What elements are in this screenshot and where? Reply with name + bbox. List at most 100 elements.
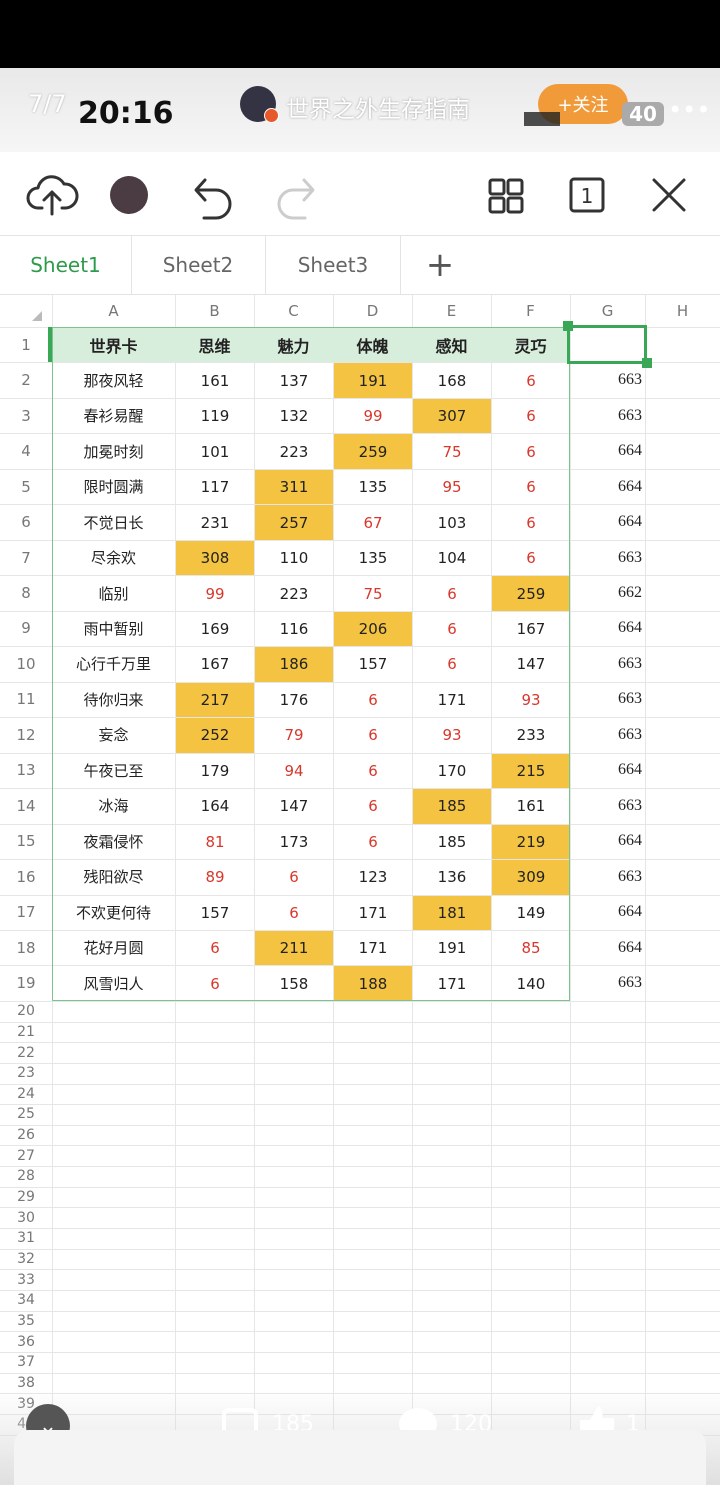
value-cell: 110 xyxy=(279,549,309,568)
value-cell: 99 xyxy=(205,584,225,603)
divider xyxy=(0,235,720,236)
name-cell: 加冕时刻 xyxy=(83,442,144,461)
header-cell: 思维 xyxy=(175,328,254,363)
value-cell: 94 xyxy=(284,761,304,780)
value-cell: 164 xyxy=(200,797,230,816)
status-area: 7/7 20:16 世界之外生存指南 +关注 40 ••• xyxy=(0,68,720,152)
value-cell: 223 xyxy=(279,584,309,603)
grid-line xyxy=(0,894,720,896)
row-number: 4 xyxy=(21,442,31,461)
header-cell: 灵巧 xyxy=(491,328,570,363)
grid-line xyxy=(0,1228,720,1230)
row-number: 18 xyxy=(16,938,36,957)
value-cell: 95 xyxy=(442,478,462,497)
header-cell: 感知 xyxy=(412,328,491,363)
row-number: 14 xyxy=(16,796,36,815)
column-header: B xyxy=(209,302,220,320)
total-cell: 663 xyxy=(618,725,642,743)
value-cell: 117 xyxy=(200,478,230,497)
value-cell: 215 xyxy=(492,753,570,789)
value-cell: 307 xyxy=(413,398,491,434)
redo-button[interactable] xyxy=(277,178,315,220)
row-number: 19 xyxy=(16,974,36,993)
close-button[interactable] xyxy=(652,178,686,212)
value-cell: 219 xyxy=(492,824,570,860)
row-number: 7 xyxy=(21,548,31,567)
time: 20:16 xyxy=(78,96,174,131)
page-number-box[interactable] xyxy=(569,177,605,213)
name-cell: 夜霜侵怀 xyxy=(83,832,144,851)
value-cell: 147 xyxy=(279,797,309,816)
total-cell: 664 xyxy=(618,938,642,956)
name-cell: 花好月圆 xyxy=(83,939,144,958)
row-number: 24 xyxy=(17,1085,35,1102)
value-cell: 186 xyxy=(255,647,333,682)
value-cell: 75 xyxy=(363,584,383,603)
grid-line xyxy=(0,788,720,790)
row-number: 32 xyxy=(17,1251,35,1268)
value-cell: 99 xyxy=(363,407,383,426)
grid-line xyxy=(645,295,646,1485)
value-cell: 135 xyxy=(358,478,388,497)
row-number: 6 xyxy=(21,513,31,532)
value-cell: 161 xyxy=(200,371,230,390)
row-number: 15 xyxy=(16,832,36,851)
header-cell: 魅力 xyxy=(254,328,333,363)
row-number: 35 xyxy=(17,1312,35,1329)
value-cell: 6 xyxy=(526,478,536,497)
value-cell: 75 xyxy=(442,442,462,461)
total-cell: 663 xyxy=(618,796,642,814)
user-avatar xyxy=(110,176,148,214)
add-sheet-button[interactable]: + xyxy=(425,245,455,285)
column-header: F xyxy=(526,302,535,320)
value-cell: 137 xyxy=(279,371,309,390)
value-cell: 179 xyxy=(200,761,230,780)
value-cell: 123 xyxy=(358,868,388,887)
name-cell: 不觉日长 xyxy=(83,513,144,532)
value-cell: 6 xyxy=(447,584,457,603)
row-number: 28 xyxy=(17,1168,35,1185)
total-cell: 663 xyxy=(618,406,642,424)
name-cell: 冰海 xyxy=(98,797,129,816)
battery: 40 xyxy=(622,102,664,126)
selected-cell[interactable] xyxy=(567,325,647,365)
row-number: 3 xyxy=(21,406,31,425)
cloud-upload-button[interactable] xyxy=(26,175,79,216)
column-header: D xyxy=(366,302,379,320)
grid-line xyxy=(0,433,720,435)
total-cell: 664 xyxy=(618,513,642,531)
page-indicator: 7/7 xyxy=(28,90,67,118)
value-cell: 6 xyxy=(526,407,536,426)
grid-line xyxy=(0,646,720,648)
value-cell: 6 xyxy=(210,939,220,958)
undo-button[interactable] xyxy=(194,178,232,220)
sheet-tab[interactable]: Sheet3 xyxy=(266,236,401,294)
row-number: 8 xyxy=(21,584,31,603)
column-header: G xyxy=(601,302,614,320)
select-all-corner xyxy=(32,311,42,321)
value-cell: 206 xyxy=(334,611,412,647)
sheet-tab[interactable]: Sheet2 xyxy=(131,236,266,294)
value-cell: 6 xyxy=(368,726,378,745)
value-cell: 6 xyxy=(526,371,536,390)
total-cell: 662 xyxy=(618,584,642,602)
grid-line xyxy=(0,1331,720,1333)
value-cell: 223 xyxy=(279,442,309,461)
sheet-tab[interactable]: Sheet1 xyxy=(0,236,132,294)
value-cell: 167 xyxy=(516,619,546,638)
grid-view-button[interactable] xyxy=(488,178,524,214)
grid-line xyxy=(0,1351,720,1353)
name-cell: 雨中暂别 xyxy=(83,619,144,638)
grid-line xyxy=(0,1042,720,1044)
more-dots: ••• xyxy=(668,96,711,124)
total-cell: 663 xyxy=(618,548,642,566)
value-cell: 104 xyxy=(437,549,467,568)
grid-line xyxy=(0,1083,720,1085)
value-cell: 67 xyxy=(363,513,383,532)
value-cell: 176 xyxy=(279,690,309,709)
total-cell: 663 xyxy=(618,867,642,885)
grid-line xyxy=(0,859,720,861)
value-cell: 168 xyxy=(437,371,467,390)
row-number: 10 xyxy=(16,654,36,673)
